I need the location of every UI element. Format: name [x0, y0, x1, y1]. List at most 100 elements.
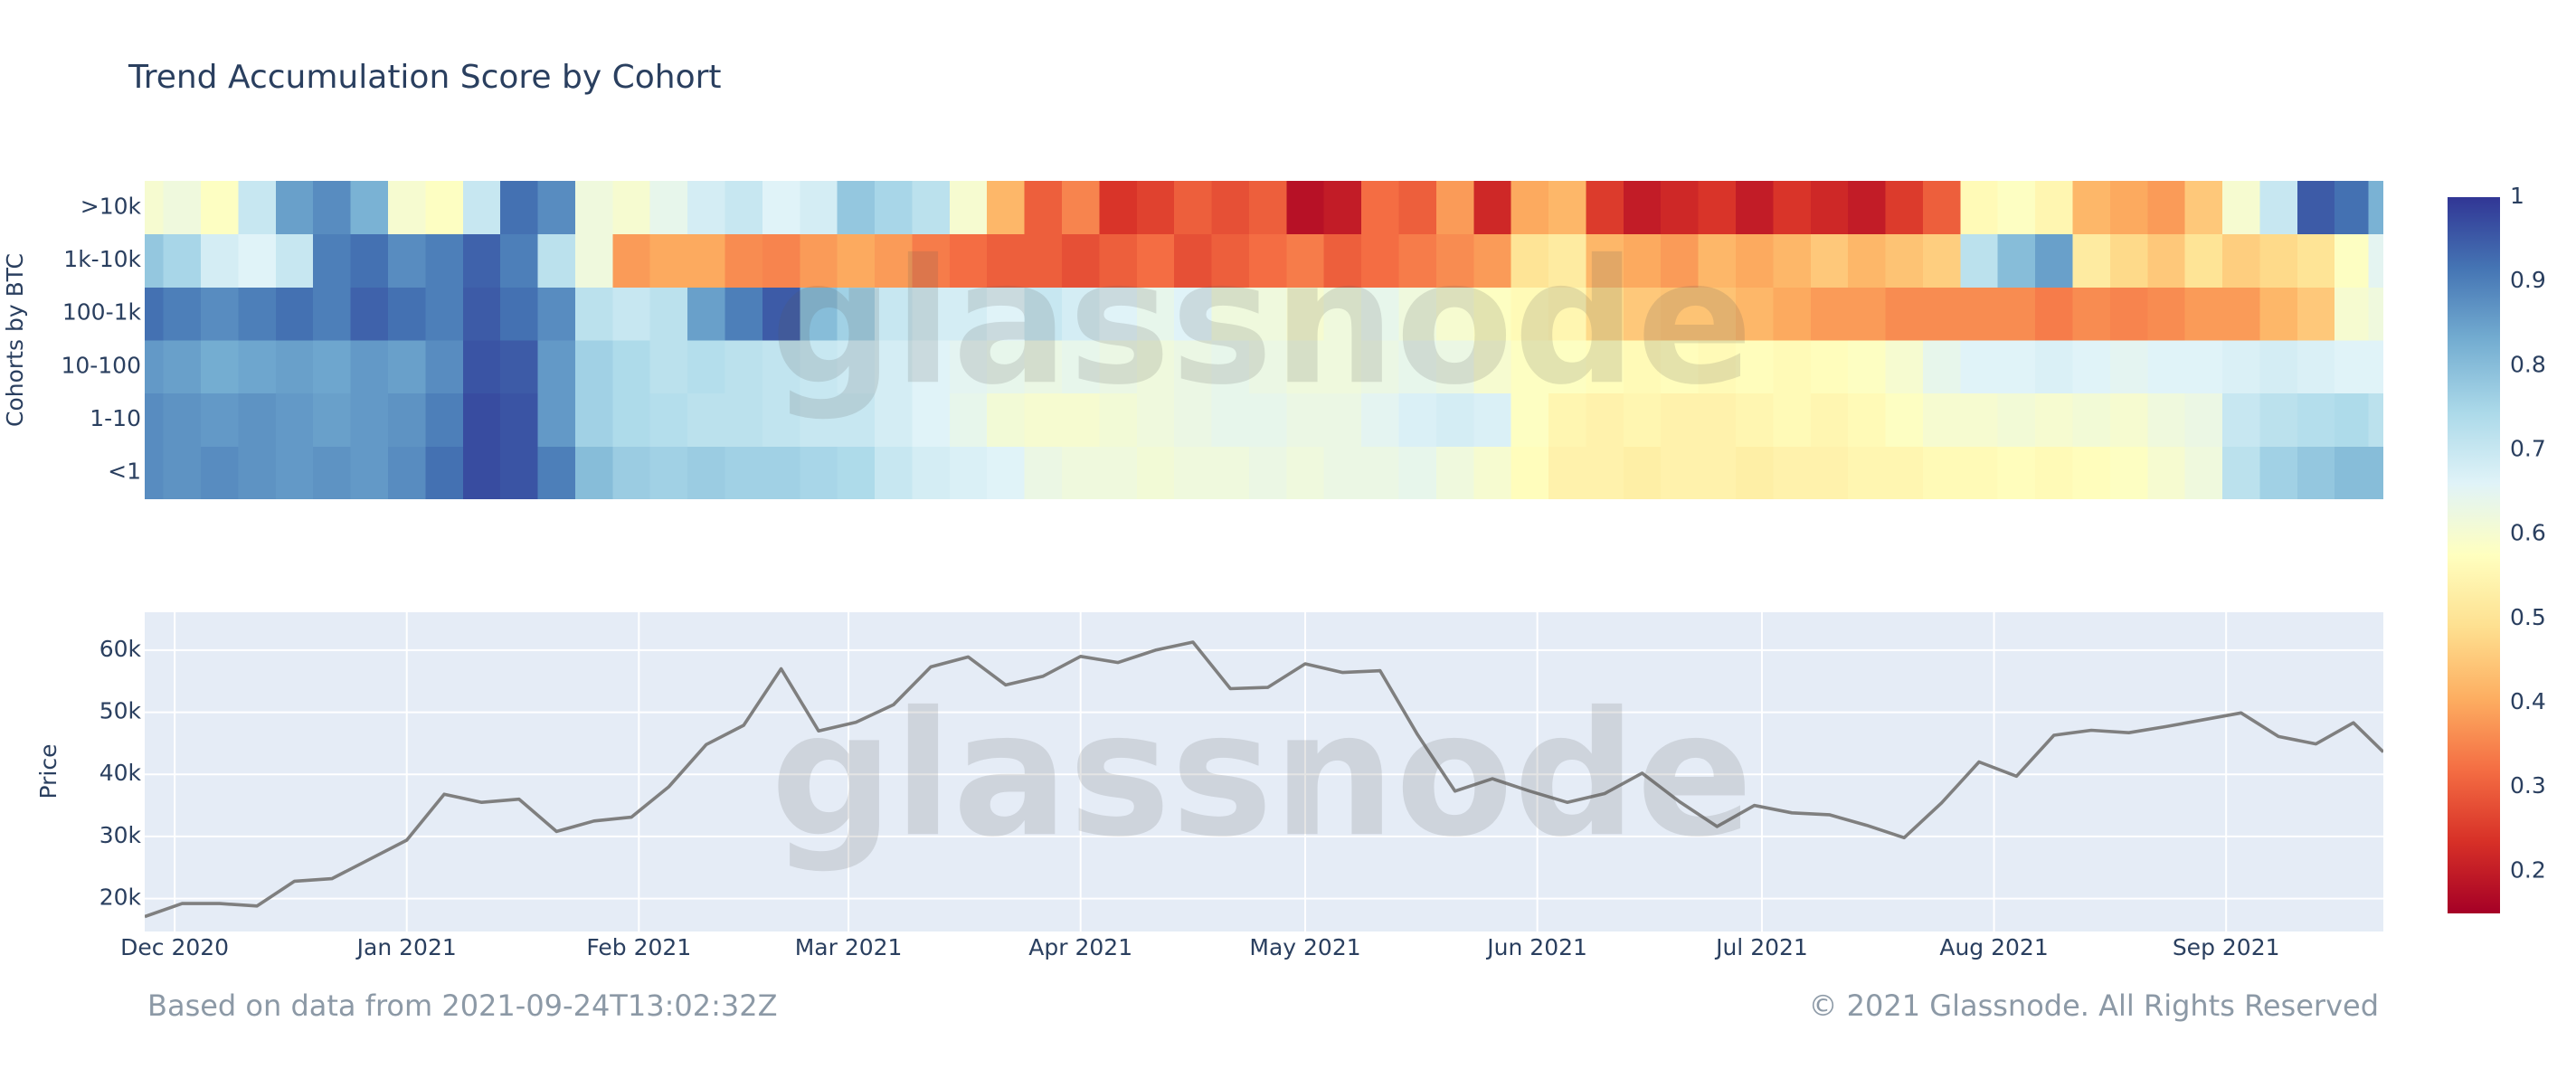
heat-cell: [350, 287, 389, 341]
heat-cell: [2297, 287, 2335, 341]
heat-cell: [837, 340, 876, 394]
heat-cell: [462, 446, 501, 499]
heat-cell: [500, 287, 539, 341]
heat-cell: [1848, 340, 1887, 394]
heat-cell: [163, 181, 202, 235]
heatmap: [145, 181, 2383, 499]
heat-cell: [1099, 392, 1138, 447]
heat-cell: [1885, 340, 1924, 394]
heat-cell: [2184, 446, 2223, 499]
heat-cell: [687, 287, 726, 341]
heat-cell: [2334, 287, 2370, 341]
heat-cell: [987, 287, 1026, 341]
heat-cell: [2222, 340, 2261, 394]
heat-cell: [1062, 181, 1101, 235]
heat-cell: [2147, 287, 2186, 341]
heat-cell: [912, 233, 951, 288]
heat-cell: [1174, 287, 1213, 341]
heat-cell: [1885, 287, 1924, 341]
heat-cell: [1885, 181, 1924, 235]
heat-cell: [1810, 233, 1849, 288]
heat-cell: [1848, 233, 1887, 288]
heat-cell: [1099, 287, 1138, 341]
heat-cell: [313, 233, 352, 288]
heat-cell: [2259, 181, 2298, 235]
heat-cell: [687, 392, 726, 447]
heat-cell: [1062, 287, 1101, 341]
heat-cell: [687, 181, 726, 235]
heat-cell: [1398, 340, 1437, 394]
heat-cell: [163, 340, 202, 394]
heat-cell: [537, 287, 576, 341]
heat-cell: [762, 181, 801, 235]
heat-cell: [1698, 446, 1737, 499]
heat-cell: [1062, 392, 1101, 447]
heat-cell: [574, 287, 614, 341]
heat-cell: [1623, 392, 1662, 447]
heat-cell: [837, 392, 876, 447]
heat-cell: [388, 181, 427, 235]
colorbar-tick-label: 0.3: [2510, 772, 2546, 799]
heat-cell: [1398, 287, 1437, 341]
heat-cell: [2184, 392, 2223, 447]
heat-cell: [1398, 446, 1437, 499]
heat-cell: [1586, 287, 1624, 341]
heat-cell: [2035, 287, 2074, 341]
heat-cell: [875, 287, 914, 341]
heat-cell: [1286, 340, 1325, 394]
heat-cell: [912, 181, 951, 235]
heat-cell: [2259, 446, 2298, 499]
heat-cell: [2334, 392, 2370, 447]
heat-cell: [2297, 233, 2335, 288]
heat-cell: [762, 340, 801, 394]
heat-cell: [1810, 446, 1849, 499]
heat-cell: [2035, 392, 2074, 447]
heat-cell: [1922, 340, 1962, 394]
heat-cell: [2147, 181, 2186, 235]
heat-cell: [1548, 392, 1587, 447]
heat-cell: [2072, 392, 2111, 447]
heat-cell: [1586, 392, 1624, 447]
price-plot: [145, 640, 2383, 919]
heat-cell: [537, 392, 576, 447]
heat-cell: [1698, 392, 1737, 447]
heat-cell: [2334, 340, 2370, 394]
heat-cell: [1997, 392, 2036, 447]
heat-cell: [462, 287, 501, 341]
heat-cell: [912, 392, 951, 447]
heat-cell: [1810, 340, 1849, 394]
heat-cell: [1548, 181, 1587, 235]
heat-cell: [724, 446, 763, 499]
heat-cell: [238, 446, 277, 499]
heat-cell: [2184, 233, 2223, 288]
heat-cell: [1511, 181, 1549, 235]
heat-cell: [1997, 233, 2036, 288]
heat-cell: [875, 233, 914, 288]
heat-cell: [912, 287, 951, 341]
heat-cell: [201, 181, 240, 235]
heat-cell: [800, 340, 838, 394]
heat-cell: [2222, 446, 2261, 499]
heat-cell: [350, 446, 389, 499]
heat-cell: [2259, 392, 2298, 447]
heat-cell: [1773, 181, 1812, 235]
heat-cell: [1099, 340, 1138, 394]
x-tick-label: Mar 2021: [795, 934, 903, 960]
heat-cell: [574, 446, 614, 499]
heat-cell: [1623, 287, 1662, 341]
heat-cell: [2109, 446, 2149, 499]
heat-cell: [1922, 392, 1962, 447]
heat-cell: [800, 181, 838, 235]
heat-cell: [2035, 181, 2074, 235]
heat-cell: [1136, 340, 1175, 394]
heat-cell: [2035, 446, 2074, 499]
heat-cell: [1623, 446, 1662, 499]
heat-cell: [2297, 446, 2335, 499]
heat-cell: [2147, 446, 2186, 499]
heat-cell: [574, 181, 614, 235]
heat-cell: [1586, 446, 1624, 499]
heat-cell: [949, 340, 989, 394]
heat-cell: [145, 233, 165, 288]
heat-cell: [687, 446, 726, 499]
heat-cell: [2109, 340, 2149, 394]
